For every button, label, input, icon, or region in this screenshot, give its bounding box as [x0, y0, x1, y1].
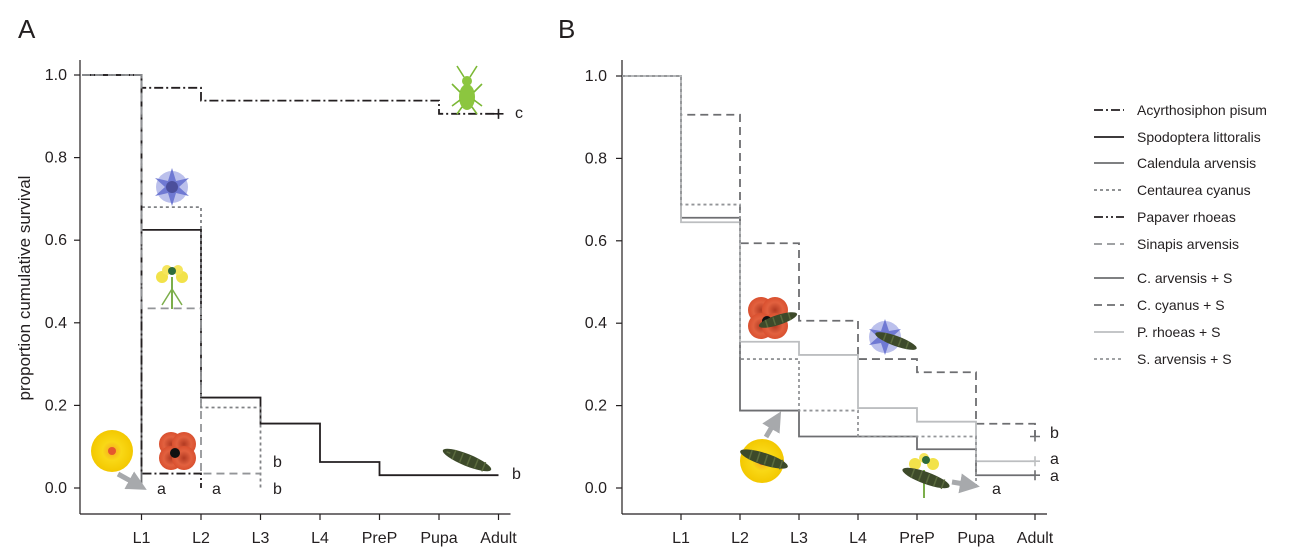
legend-label: Spodoptera littoralis — [1137, 129, 1261, 145]
series-line-acyrthosiphon-pisum — [82, 74, 499, 115]
calendula-icon — [91, 430, 133, 472]
legend-label: P. rhoeas + S — [1137, 324, 1220, 340]
significance-label: b — [273, 481, 282, 498]
caterpillar-icon — [740, 449, 788, 470]
series-line-centaurea-cyanus — [82, 74, 262, 488]
panel-b: B 0.0 0.2 0.4 0.6 0.8 1.0 L1 L2 L3 L4 PreP Pupa Adul… — [558, 14, 1059, 547]
caterpillar-icon — [902, 467, 950, 490]
significance-label: a — [992, 481, 1001, 498]
aphid-icon — [451, 65, 483, 115]
y-tick-label: 0.2 — [45, 397, 67, 414]
mustard-flower-icon — [156, 265, 188, 309]
x-tick-label: L1 — [133, 530, 151, 547]
panel-a-significance-labels: c b a b a b — [157, 105, 523, 498]
panel-a-y-axis-title: proportion cumulative survival — [15, 176, 34, 401]
significance-label: a — [1050, 468, 1059, 485]
y-tick-label: 0.8 — [585, 150, 607, 167]
y-tick-label: 0.6 — [585, 233, 607, 250]
legend-label: C. arvensis + S — [1137, 270, 1232, 286]
legend-label: C. cyanus + S — [1137, 297, 1225, 313]
x-tick-label: L4 — [849, 530, 867, 547]
y-tick-label: 0.6 — [45, 232, 67, 249]
mustard-flower-icon — [909, 453, 939, 498]
series-line-p-rhoeas-s — [622, 75, 1035, 463]
series-line-spodoptera-littoralis — [82, 74, 499, 477]
legend-label: Sinapis arvensis — [1137, 236, 1239, 252]
cornflower-icon — [155, 168, 189, 206]
x-tick-label: L2 — [192, 530, 210, 547]
x-tick-label: Pupa — [420, 530, 457, 547]
x-tick-label: L1 — [672, 530, 690, 547]
y-tick-label: 0.0 — [585, 480, 607, 497]
poppy-icon — [159, 432, 196, 470]
y-tick-label: 0.0 — [45, 480, 67, 497]
caterpillar-icon — [875, 332, 917, 350]
significance-label: a — [212, 481, 221, 498]
series-line-c-cyanus-s — [622, 75, 1036, 437]
significance-label: a — [157, 481, 166, 498]
x-tick-label: PreP — [362, 530, 398, 547]
panel-b-label: B — [558, 14, 575, 44]
arrow-icon — [116, 471, 147, 490]
caterpillar-icon — [758, 312, 798, 328]
x-tick-label: Adult — [1017, 530, 1054, 547]
panel-a-label: A — [18, 14, 36, 44]
legend-label: Papaver rhoeas — [1137, 209, 1236, 225]
panel-a: A proportion cumulative survival 0.00.20… — [15, 14, 523, 547]
significance-label: b — [1050, 425, 1059, 442]
x-tick-label: L3 — [790, 530, 808, 547]
y-tick-label: 0.4 — [45, 315, 67, 332]
censor-mark — [1030, 431, 1040, 442]
x-tick-label: PreP — [899, 530, 935, 547]
x-tick-label: L2 — [731, 530, 749, 547]
arrow-icon — [762, 411, 782, 439]
significance-label: c — [515, 105, 523, 122]
y-tick-label: 1.0 — [585, 68, 607, 85]
panel-a-series — [82, 74, 504, 488]
censor-mark — [1030, 456, 1040, 467]
panel-a-axes: 0.0 0.2 0.4 0.6 0.8 1.0 L1 L2 L3 L4 PreP Pupa Adult — [45, 60, 517, 547]
panel-b-series — [622, 75, 1040, 488]
series-line-sinapis-arvensis — [82, 74, 261, 475]
y-tick-label: 0.8 — [45, 150, 67, 167]
panel-b-axes: 0.0 0.2 0.4 0.6 0.8 1.0 L1 L2 L3 L4 PreP Pupa Adult — [585, 60, 1054, 547]
legend-label: Centaurea cyanus — [1137, 182, 1251, 198]
x-tick-label: Pupa — [957, 530, 994, 547]
series-line-calendula-arvensis — [82, 74, 143, 488]
x-tick-label: Adult — [480, 530, 517, 547]
series-line-c-arvensis-s — [622, 75, 1035, 477]
legend-label: Calendula arvensis — [1137, 155, 1256, 171]
legend-label: Acyrthosiphon pisum — [1137, 102, 1267, 118]
significance-label: b — [512, 466, 521, 483]
y-tick-label: 0.2 — [585, 398, 607, 415]
legend: Acyrthosiphon pisum Spodoptera littoralis… — [1094, 102, 1267, 367]
caterpillar-icon — [442, 448, 492, 472]
x-tick-label: L4 — [311, 530, 329, 547]
y-tick-label: 1.0 — [45, 67, 67, 84]
y-tick-label: 0.4 — [585, 315, 607, 332]
x-tick-label: L3 — [252, 530, 270, 547]
censor-mark — [1030, 470, 1040, 481]
significance-label: b — [273, 454, 282, 471]
censor-mark — [493, 108, 504, 119]
legend-label: S. arvensis + S — [1137, 351, 1232, 367]
arrow-icon — [951, 473, 980, 494]
significance-label: a — [1050, 451, 1059, 468]
